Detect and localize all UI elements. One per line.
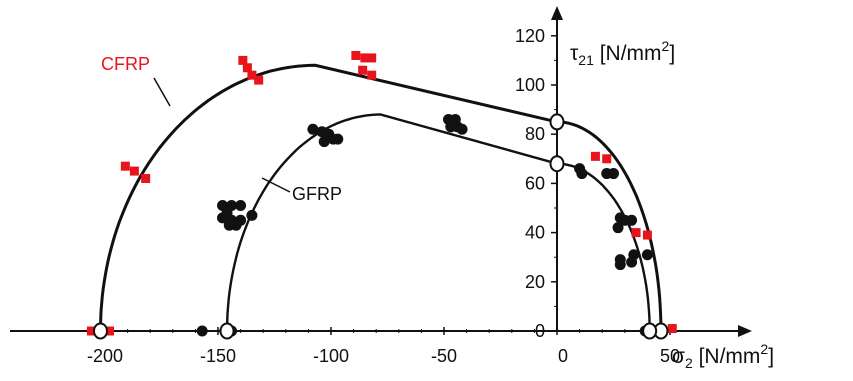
axes: -200 -150 -100 -50 0 50 0 20 40 60 80 100 120 (10, 6, 752, 366)
data-point (129, 166, 139, 176)
data-point (86, 326, 96, 336)
data-point (332, 133, 344, 145)
x-axis-title: σ2 [N/mm2] (672, 341, 774, 371)
data-point (217, 212, 229, 224)
data-point (367, 53, 377, 63)
y-tick-label: 80 (525, 124, 545, 144)
data-point (602, 154, 612, 164)
data-point (230, 219, 242, 231)
data-point (318, 136, 330, 148)
data-point (614, 259, 626, 271)
data-point (246, 209, 258, 221)
hollow-markers (92, 113, 669, 340)
x-tick-label: -50 (431, 346, 457, 366)
x-tick-label: 0 (558, 346, 568, 366)
data-point (351, 50, 361, 60)
data-point (360, 53, 370, 63)
data-point (141, 173, 151, 183)
cfrp-label: CFRP (101, 54, 150, 74)
data-point (449, 113, 461, 125)
data-point (641, 249, 653, 261)
gfrp-label: GFRP (292, 184, 342, 204)
hollow-marker (549, 113, 565, 131)
data-point (120, 161, 130, 171)
data-point (105, 326, 115, 336)
hollow-marker (642, 322, 658, 340)
labels: σ2 [N/mm2] τ21 [N/mm2] CFRP GFRP (101, 38, 774, 371)
x-tick-label: -150 (200, 346, 236, 366)
y-tick-label: 20 (525, 272, 545, 292)
hollow-marker (219, 322, 235, 340)
data-point (358, 65, 368, 75)
y-axis-ticks: 0 20 40 60 80 100 120 (515, 26, 557, 341)
envelope-curves (99, 63, 663, 332)
envelope-curve (99, 63, 663, 332)
data-point (242, 63, 252, 73)
y-axis-title: τ21 [N/mm2] (570, 38, 675, 68)
y-tick-label: 60 (525, 173, 545, 193)
data-point (612, 222, 624, 234)
y-tick-label: 100 (515, 75, 545, 95)
data-point (367, 70, 377, 80)
data-point (590, 151, 600, 161)
cfrp-label-leader (153, 77, 171, 107)
data-point (626, 214, 638, 226)
data-point (247, 70, 257, 80)
hollow-marker (92, 322, 108, 340)
y-tick-label: 40 (525, 223, 545, 243)
data-point (667, 324, 677, 334)
data-point (626, 256, 638, 268)
data-point (576, 168, 588, 180)
data-point (235, 200, 247, 212)
data-point (196, 325, 208, 337)
data-point (254, 75, 264, 85)
y-tick-label: 120 (515, 26, 545, 46)
y-axis-arrow (551, 6, 563, 20)
data-point (307, 123, 319, 135)
x-axis-ticks: -200 -150 -100 -50 0 50 (87, 327, 680, 366)
data-points (86, 50, 677, 337)
y-tick-label: 0 (535, 321, 545, 341)
data-point (456, 123, 468, 135)
x-axis-arrow (738, 325, 752, 337)
hollow-marker (549, 155, 565, 173)
gfrp-label-leader (261, 177, 291, 193)
x-tick-label: -200 (87, 346, 123, 366)
envelope-curve (225, 113, 651, 332)
data-point (642, 230, 652, 240)
x-tick-label: -100 (313, 346, 349, 366)
data-point (631, 228, 641, 238)
data-point (238, 55, 248, 65)
x-tick-label: 50 (660, 346, 680, 366)
data-point (608, 168, 619, 180)
